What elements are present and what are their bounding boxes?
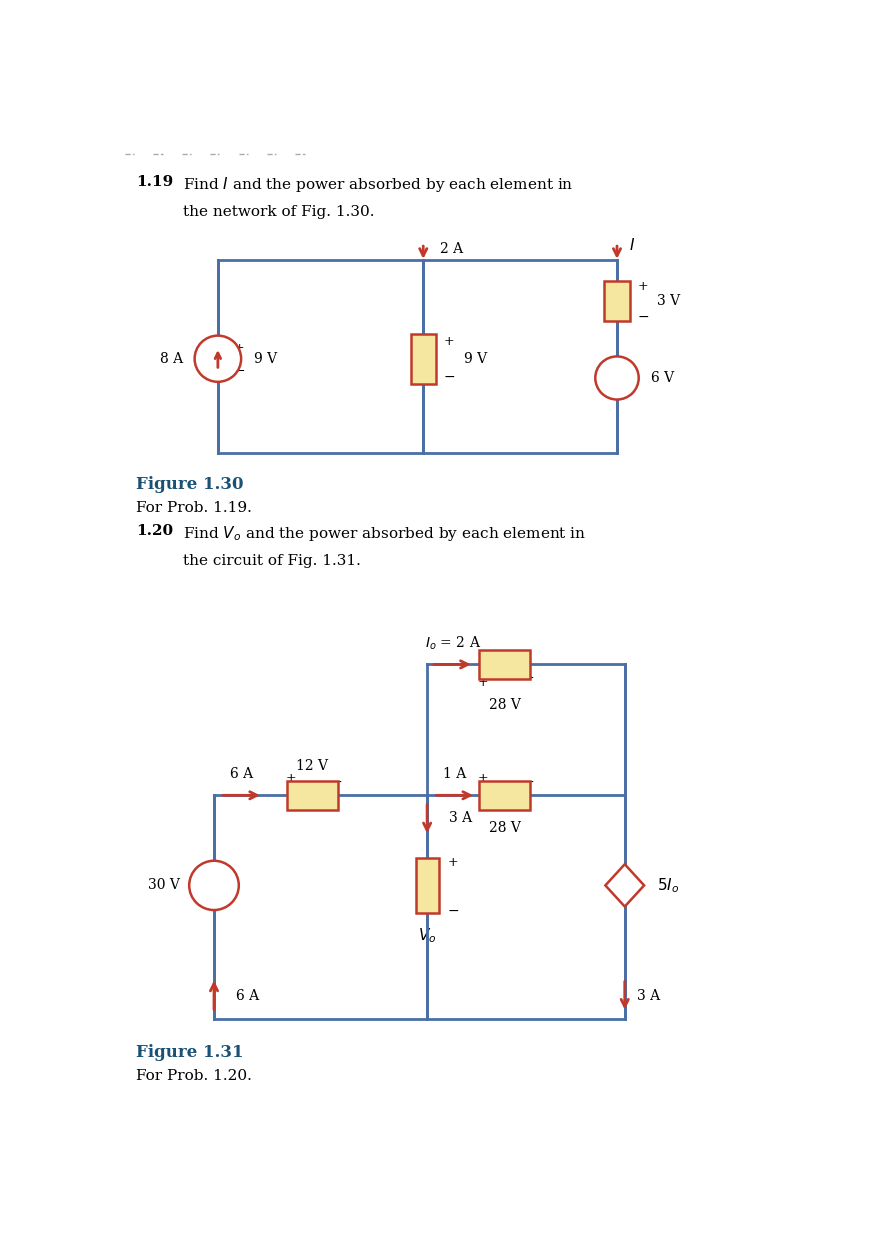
Text: 1.19: 1.19 — [136, 175, 174, 189]
Text: −: − — [612, 381, 621, 391]
Text: the network of Fig. 1.30.: the network of Fig. 1.30. — [183, 205, 374, 219]
Text: −: − — [522, 672, 534, 685]
Text: 1.20: 1.20 — [136, 524, 173, 539]
Text: +: + — [620, 891, 629, 901]
Text: −: − — [331, 775, 342, 789]
Text: 6 V: 6 V — [651, 371, 675, 384]
Text: −: − — [209, 889, 219, 899]
Text: $V_o$: $V_o$ — [418, 926, 437, 944]
Text: −: − — [234, 364, 245, 377]
Text: 9 V: 9 V — [464, 352, 486, 366]
Bar — [605, 281, 630, 321]
Text: Figure 1.30: Figure 1.30 — [136, 475, 244, 493]
Text: 9 V: 9 V — [254, 352, 276, 366]
Text: $I_o$ = 2 A: $I_o$ = 2 A — [424, 634, 481, 652]
Text: −: − — [522, 775, 534, 789]
Text: +: + — [234, 343, 244, 353]
Text: +: + — [478, 677, 488, 689]
Text: 3 A: 3 A — [449, 811, 472, 826]
Text: Find $I$ and the power absorbed by each element in: Find $I$ and the power absorbed by each … — [183, 175, 573, 194]
Text: 12 V: 12 V — [297, 759, 328, 773]
Text: 28 V: 28 V — [488, 821, 521, 836]
Text: +: + — [444, 336, 454, 348]
Text: +: + — [210, 873, 218, 882]
Text: the circuit of Fig. 1.31.: the circuit of Fig. 1.31. — [183, 554, 360, 567]
Text: 6 A: 6 A — [230, 766, 254, 781]
Text: $5I_o$: $5I_o$ — [657, 876, 680, 894]
Polygon shape — [606, 865, 644, 907]
Text: −: − — [638, 310, 649, 325]
Text: For Prob. 1.19.: For Prob. 1.19. — [136, 501, 252, 515]
Bar — [480, 649, 530, 679]
Text: $I$: $I$ — [629, 236, 635, 253]
Text: 2 A: 2 A — [440, 243, 464, 256]
Circle shape — [194, 336, 242, 382]
Text: Figure 1.31: Figure 1.31 — [136, 1044, 244, 1061]
Text: +: + — [285, 771, 296, 785]
Text: −: − — [447, 904, 458, 918]
Text: 3 A: 3 A — [637, 989, 661, 1003]
Text: For Prob. 1.20.: For Prob. 1.20. — [136, 1069, 252, 1082]
Text: 30 V: 30 V — [148, 878, 180, 892]
Text: −: − — [620, 873, 629, 883]
Circle shape — [189, 861, 239, 911]
Text: 28 V: 28 V — [488, 698, 521, 713]
Text: +: + — [478, 771, 488, 785]
Bar — [416, 857, 438, 913]
Text: 6 A: 6 A — [235, 989, 259, 1003]
Text: 1 A: 1 A — [444, 766, 466, 781]
Bar — [287, 781, 338, 810]
Circle shape — [595, 357, 639, 399]
Text: 8 A: 8 A — [160, 352, 183, 366]
Text: −: − — [444, 371, 455, 384]
Bar — [411, 333, 436, 383]
Text: +: + — [638, 280, 648, 292]
Text: +: + — [447, 856, 458, 868]
Text: 3 V: 3 V — [657, 294, 681, 309]
Text: Find $V_o$ and the power absorbed by each element in: Find $V_o$ and the power absorbed by eac… — [183, 524, 586, 544]
Text: +: + — [612, 367, 621, 376]
Bar — [480, 781, 530, 810]
